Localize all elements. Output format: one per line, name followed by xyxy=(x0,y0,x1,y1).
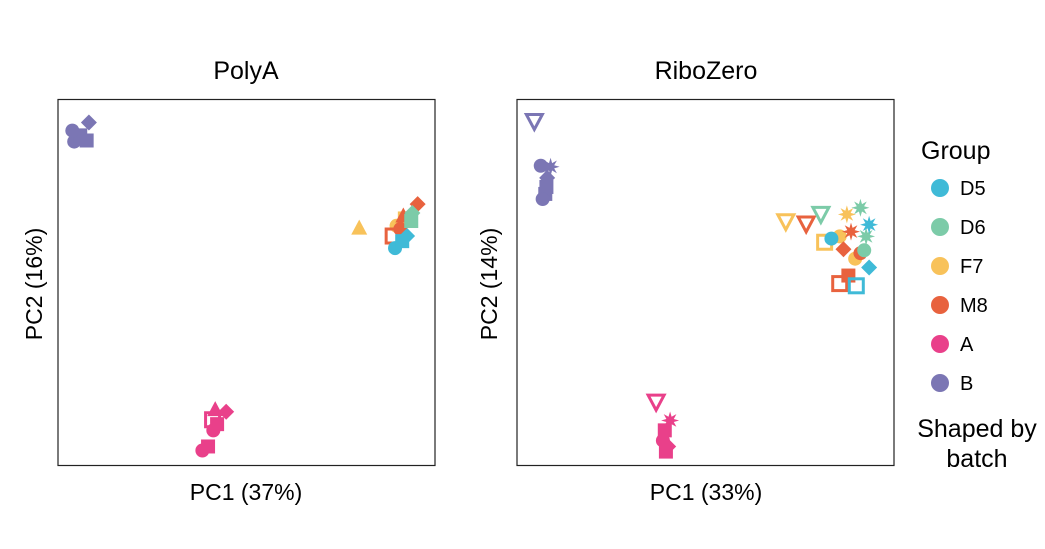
legend-title: Group xyxy=(921,137,990,165)
data-point-f7-6 xyxy=(351,219,368,235)
legend-swatch-b xyxy=(931,374,949,392)
data-point-a-26 xyxy=(645,393,667,414)
data-point-d5-25 xyxy=(860,215,879,234)
points-ribozero xyxy=(523,112,879,459)
legend-label-d6: D6 xyxy=(960,217,986,239)
x-axis-label-polya: PC1 (37%) xyxy=(190,479,302,505)
panel-title-polya: PolyA xyxy=(213,57,279,85)
data-point-d6-21 xyxy=(857,243,872,258)
data-point-b-4 xyxy=(65,123,80,138)
legend-label-d5: D5 xyxy=(960,178,986,200)
data-point-f7-7 xyxy=(775,213,797,233)
legend-swatch-m8 xyxy=(931,296,949,314)
data-point-a-19 xyxy=(201,439,216,454)
data-point-d6-19 xyxy=(851,198,870,217)
panel-title-ribozero: RiboZero xyxy=(655,57,758,85)
data-point-d5-24 xyxy=(824,231,839,246)
data-point-a-31 xyxy=(660,438,677,455)
y-axis-label-polya: PC2 (16%) xyxy=(21,228,47,340)
legend: Group D5 D6 F7 M8 AB Shaped by batch xyxy=(917,137,1037,473)
plot-frame-ribozero xyxy=(516,98,895,467)
data-point-b-5 xyxy=(79,133,94,148)
legend-note-line2: batch xyxy=(946,445,1007,473)
data-point-f7-9 xyxy=(837,205,856,224)
data-point-d5-23 xyxy=(861,259,878,276)
data-point-m8-12 xyxy=(795,215,817,236)
legend-swatch-d6 xyxy=(931,218,949,236)
data-point-b-6 xyxy=(535,192,550,207)
legend-swatch-d5 xyxy=(931,179,949,197)
y-axis-label-ribozero: PC2 (14%) xyxy=(476,228,502,340)
legend-label-f7: F7 xyxy=(960,256,983,278)
legend-label-b: B xyxy=(960,373,973,395)
data-point-d5-22 xyxy=(847,277,865,295)
data-point-b-1 xyxy=(533,158,548,173)
legend-note-line1: Shaped by xyxy=(917,415,1037,443)
data-point-m8-13 xyxy=(831,275,849,293)
legend-label-a: A xyxy=(960,334,974,356)
data-point-d6-20 xyxy=(857,227,876,246)
data-point-b-2 xyxy=(80,114,97,131)
legend-swatch-a xyxy=(931,335,949,353)
data-point-d6-18 xyxy=(810,205,832,226)
legend-label-m8: M8 xyxy=(960,295,988,317)
data-point-d6-14 xyxy=(404,204,421,221)
data-point-a-22 xyxy=(218,403,235,420)
data-point-d5-17 xyxy=(399,228,416,245)
data-point-b-5 xyxy=(539,169,556,186)
panel-ribozero: RiboZero PC1 (33%) PC2 (14%) xyxy=(476,57,895,505)
legend-swatch-f7 xyxy=(931,257,949,275)
legend-entries: D5 D6 F7 M8 AB xyxy=(931,178,988,395)
data-point-a-24 xyxy=(210,417,225,432)
panel-polya: PolyA PC1 (37%) PC2 (16%) xyxy=(21,57,436,505)
data-point-b-0 xyxy=(523,112,545,133)
data-point-m8-17 xyxy=(842,222,860,241)
plot-frame-polya xyxy=(57,98,436,467)
points-polya xyxy=(65,114,426,458)
x-axis-label-ribozero: PC1 (33%) xyxy=(650,479,762,505)
data-point-m8-15 xyxy=(835,241,852,258)
